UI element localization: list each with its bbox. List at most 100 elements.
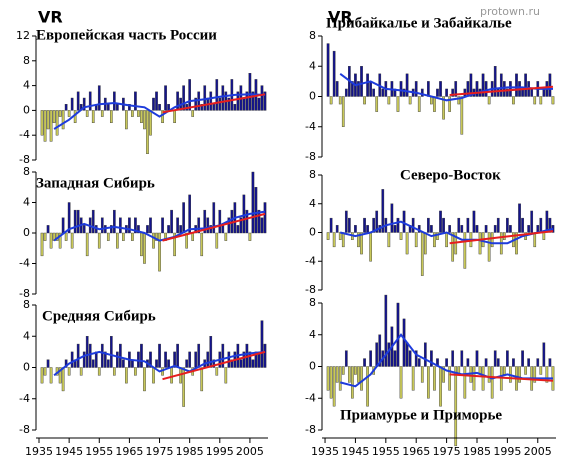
bar xyxy=(472,366,476,391)
bar xyxy=(375,342,379,367)
bar xyxy=(344,88,348,97)
bar xyxy=(164,85,167,111)
line xyxy=(449,373,554,382)
bar xyxy=(335,225,339,233)
bar xyxy=(548,217,552,233)
bar xyxy=(332,366,336,407)
bar xyxy=(496,217,500,233)
bar xyxy=(372,217,376,233)
bar xyxy=(70,351,74,368)
bar xyxy=(506,217,509,233)
y-tick-label: -4 xyxy=(19,128,30,141)
bar xyxy=(451,350,455,367)
bar xyxy=(55,110,59,136)
bar xyxy=(487,96,491,105)
bar xyxy=(363,217,366,233)
bar xyxy=(100,110,104,117)
bar xyxy=(548,73,552,97)
bar xyxy=(366,225,369,233)
bar xyxy=(341,232,345,248)
y-tick-label: 4 xyxy=(309,197,316,210)
x-tick-label: 1995 xyxy=(493,445,521,458)
bar xyxy=(43,232,47,241)
bar xyxy=(329,96,333,105)
bar xyxy=(49,110,53,142)
bar xyxy=(521,217,524,233)
x-tick-label: 1935 xyxy=(25,445,53,458)
x-tick-label: 1965 xyxy=(402,445,430,458)
bar xyxy=(116,103,119,111)
bar xyxy=(344,210,348,233)
line xyxy=(162,212,266,242)
bar xyxy=(357,81,360,97)
bar xyxy=(215,79,219,111)
bar xyxy=(167,225,170,234)
bar xyxy=(445,232,448,248)
bar xyxy=(417,96,421,112)
bar xyxy=(106,103,110,111)
bar xyxy=(46,359,50,368)
bar xyxy=(530,210,534,233)
bar xyxy=(167,359,170,368)
bar xyxy=(329,366,333,399)
bar xyxy=(348,217,351,233)
bar xyxy=(91,110,95,124)
bar xyxy=(173,110,176,124)
bar xyxy=(399,232,403,240)
bar xyxy=(366,366,369,407)
bar xyxy=(64,103,68,111)
panel-title: Средняя Сибирь xyxy=(42,308,156,324)
bar xyxy=(73,209,77,234)
bar xyxy=(224,367,228,384)
y-tick-label: 4 xyxy=(23,196,30,209)
bar xyxy=(188,194,191,234)
bar xyxy=(197,91,201,111)
bar xyxy=(396,96,400,112)
bar xyxy=(487,232,491,262)
bar xyxy=(109,336,113,368)
bar xyxy=(539,96,543,105)
y-tick-label: -8 xyxy=(19,287,30,300)
bar xyxy=(134,91,137,111)
bar xyxy=(43,367,47,376)
bar xyxy=(475,225,479,233)
bar xyxy=(242,351,246,368)
bar xyxy=(242,97,246,111)
bar xyxy=(360,366,363,391)
bar xyxy=(351,81,354,97)
bar xyxy=(335,81,339,97)
panel-title: Северо-Восток xyxy=(400,167,501,183)
bar xyxy=(420,366,424,383)
bar xyxy=(375,96,379,112)
bar xyxy=(369,81,372,97)
bar xyxy=(357,232,360,248)
bar xyxy=(405,232,409,255)
bar xyxy=(436,232,439,240)
bar xyxy=(490,232,494,248)
bar xyxy=(518,366,521,383)
bar xyxy=(536,358,540,367)
bar xyxy=(239,359,243,368)
bar xyxy=(475,81,479,97)
bar xyxy=(58,232,62,249)
bar xyxy=(116,351,119,368)
bar xyxy=(512,358,515,367)
bar xyxy=(91,359,95,368)
y-tick-label: 8 xyxy=(309,29,316,42)
bar xyxy=(143,367,146,392)
bar xyxy=(378,334,382,367)
bar xyxy=(158,343,161,368)
bar xyxy=(143,232,146,264)
bar xyxy=(433,366,436,391)
bar xyxy=(125,367,128,384)
bar xyxy=(478,232,482,255)
bar xyxy=(496,358,500,367)
bar xyxy=(363,358,366,367)
bar xyxy=(194,97,198,111)
bar xyxy=(515,73,518,97)
x-tick-label: 1955 xyxy=(85,445,113,458)
bar xyxy=(140,232,143,257)
bar xyxy=(423,232,427,255)
bar xyxy=(97,85,101,111)
